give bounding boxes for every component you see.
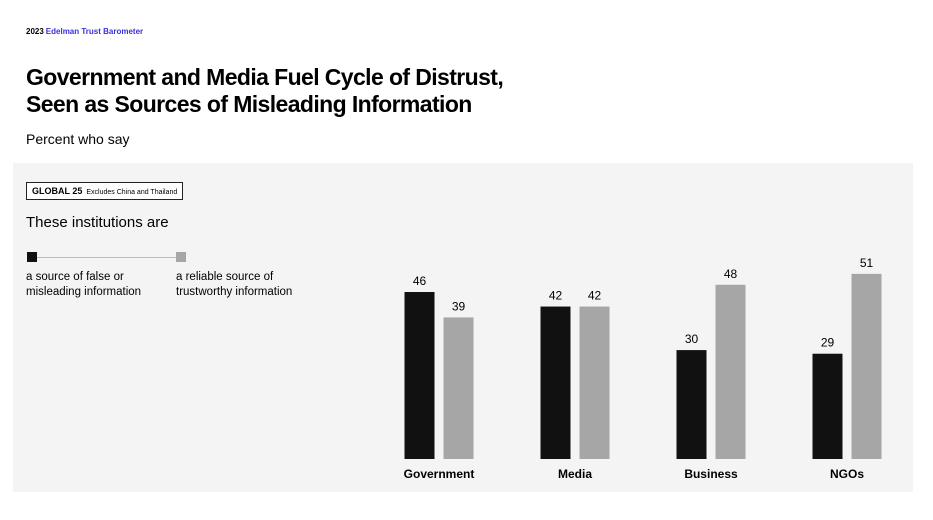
bar <box>443 317 474 459</box>
data-label: 39 <box>452 299 466 313</box>
brand: 2023 Edelman Trust Barometer <box>26 27 143 36</box>
legend-swatch <box>27 252 37 262</box>
x-tick-label: Business <box>684 467 738 481</box>
data-label: 51 <box>860 256 874 270</box>
title-line: Seen as Sources of Misleading Informatio… <box>26 91 472 117</box>
bar <box>715 284 746 459</box>
bar <box>676 350 707 459</box>
badge-label: GLOBAL 25 <box>32 186 83 196</box>
title-line: Government and Media Fuel Cycle of Distr… <box>26 64 504 90</box>
x-tick-label: Government <box>404 467 475 481</box>
bar <box>540 306 571 459</box>
subtitle: Percent who say <box>26 131 130 147</box>
data-label: 42 <box>549 289 563 303</box>
badge-note: Excludes China and Thailand <box>86 189 178 196</box>
data-label: 29 <box>821 336 835 350</box>
chart-title: Government and Media Fuel Cycle of Distr… <box>26 64 504 118</box>
brand-name: Edelman Trust Barometer <box>45 27 144 36</box>
x-tick-label: NGOs <box>830 467 864 481</box>
legend-title: These institutions are <box>26 214 169 231</box>
x-tick-label: Media <box>558 467 592 481</box>
legend-swatch <box>176 252 186 262</box>
bar <box>851 273 882 459</box>
legend-label: a source of false or misleading informat… <box>26 271 142 298</box>
data-label: 48 <box>724 267 738 281</box>
bar <box>404 292 435 459</box>
bar <box>812 353 843 459</box>
data-label: 42 <box>588 289 602 303</box>
data-label: 46 <box>413 274 427 288</box>
data-label: 30 <box>685 332 699 346</box>
badge: GLOBAL 25 Excludes China and Thailand <box>26 182 184 200</box>
legend-label: a reliable source of trustworthy informa… <box>176 271 293 298</box>
brand-year: 2023 <box>26 27 44 36</box>
legend-connector <box>37 257 176 258</box>
bar <box>579 306 610 459</box>
